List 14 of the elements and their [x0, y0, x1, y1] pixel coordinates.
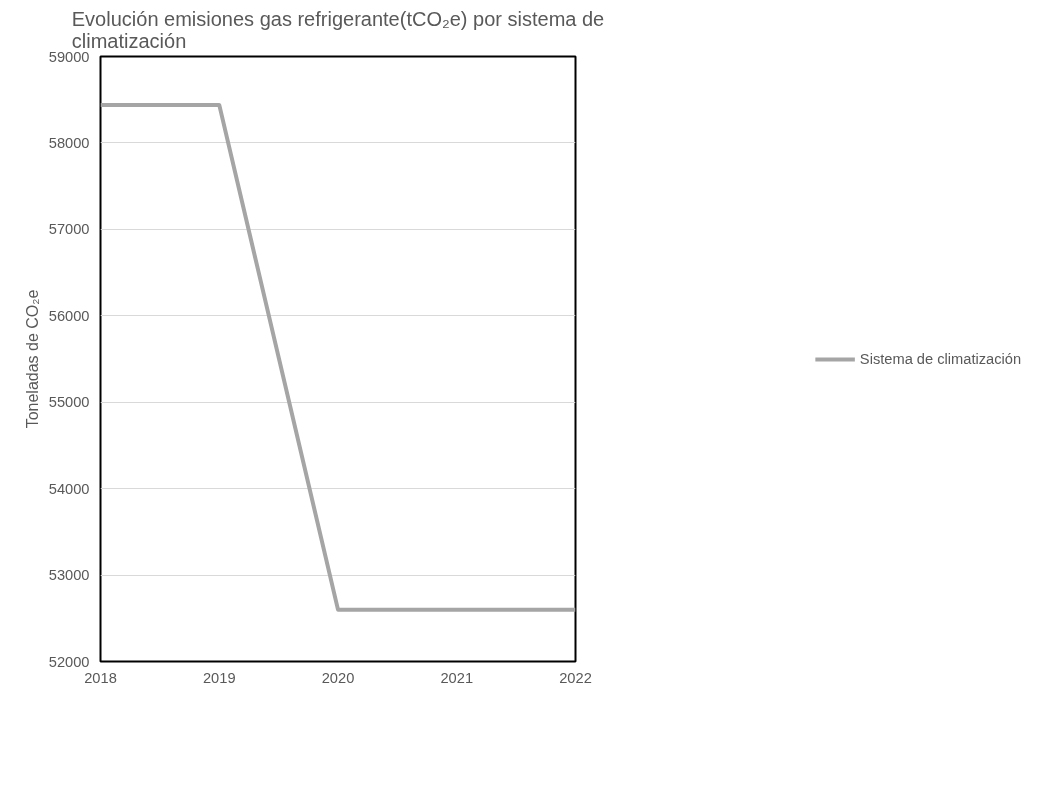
y-tick-label: 53000 [48, 567, 90, 584]
y-tick-label: 55000 [48, 394, 90, 411]
y-tick-label: 57000 [48, 221, 90, 238]
x-tick-label: 2022 [559, 669, 592, 686]
legend-label: Sistema de climatización [859, 350, 1022, 367]
y-tick-label: 54000 [48, 480, 90, 497]
y-tick-label: 52000 [48, 653, 90, 670]
x-tick-label: 2021 [440, 669, 474, 686]
x-tick-label: 2019 [202, 669, 236, 686]
y-axis-title: Toneladas de CO₂e [23, 289, 41, 429]
y-tick-label: 58000 [48, 134, 90, 151]
x-tick-label: 2020 [321, 669, 355, 686]
x-tick-label: 2018 [84, 669, 117, 686]
y-tick-label: 56000 [48, 307, 90, 324]
